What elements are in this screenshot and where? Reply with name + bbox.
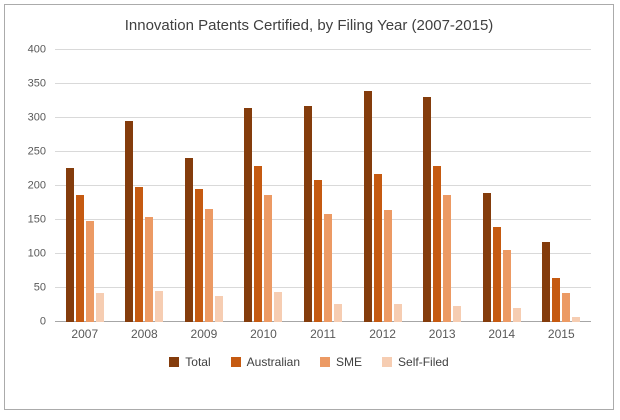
y-tick-label: 300 bbox=[27, 111, 46, 124]
bar-sme-2013 bbox=[443, 194, 452, 322]
x-axis-line bbox=[55, 321, 591, 322]
legend-swatch bbox=[169, 357, 180, 367]
x-tick-label: 2011 bbox=[310, 327, 336, 341]
legend-swatch bbox=[382, 357, 393, 367]
bar-total-2014 bbox=[482, 193, 491, 322]
gridline bbox=[55, 49, 591, 50]
bar-total-2011 bbox=[304, 106, 313, 322]
bar-australian-2008 bbox=[135, 187, 144, 322]
x-tick-label: 2008 bbox=[130, 327, 158, 341]
bar-sme-2009 bbox=[204, 209, 213, 322]
bar-self-filed-2014 bbox=[512, 307, 521, 322]
bar-group-2015 bbox=[532, 50, 592, 322]
bar-sme-2015 bbox=[562, 292, 571, 322]
bar-groups bbox=[55, 50, 591, 322]
legend-item-total: Total bbox=[169, 355, 211, 369]
bar-group-2013 bbox=[412, 50, 472, 322]
bar-self-filed-2007 bbox=[95, 292, 104, 322]
x-tick-label: 2015 bbox=[547, 327, 575, 341]
bar-australian-2015 bbox=[552, 278, 561, 322]
legend-label: Total bbox=[185, 355, 211, 369]
y-tick-label: 50 bbox=[33, 281, 46, 294]
gridline bbox=[55, 117, 591, 118]
legend-label: Self-Filed bbox=[398, 355, 449, 369]
bar-australian-2011 bbox=[314, 179, 323, 322]
y-tick-label: 350 bbox=[27, 77, 46, 90]
bar-total-2013 bbox=[423, 96, 432, 322]
bar-sme-2010 bbox=[264, 194, 273, 322]
legend-swatch bbox=[320, 357, 331, 367]
legend-item-australian: Australian bbox=[230, 355, 301, 369]
x-tick-label: 2013 bbox=[428, 327, 456, 341]
bar-self-filed-2012 bbox=[393, 304, 402, 322]
bar-self-filed-2015 bbox=[572, 316, 581, 322]
bar-total-2010 bbox=[244, 108, 253, 322]
chart-title: Innovation Patents Certified, by Filing … bbox=[124, 17, 494, 34]
gridline bbox=[55, 253, 591, 254]
bar-self-filed-2010 bbox=[274, 292, 283, 322]
bar-group-2011 bbox=[293, 50, 353, 322]
legend-item-sme: SME bbox=[320, 355, 362, 369]
bar-sme-2011 bbox=[324, 213, 333, 322]
legend-swatch bbox=[230, 357, 241, 367]
bar-group-2007 bbox=[55, 50, 115, 322]
x-tick-label: 2014 bbox=[488, 327, 516, 341]
legend-item-self-filed: Self-Filed bbox=[382, 355, 449, 369]
bar-total-2015 bbox=[542, 241, 551, 322]
legend-label: Australian bbox=[246, 355, 301, 369]
x-tick-label: 2010 bbox=[250, 327, 277, 341]
y-tick-label: 0 bbox=[39, 315, 46, 328]
gridline bbox=[55, 83, 591, 84]
y-tick-label: 200 bbox=[27, 179, 46, 192]
gridline bbox=[55, 219, 591, 220]
bar-sme-2007 bbox=[85, 221, 94, 322]
gridline bbox=[55, 151, 591, 152]
y-tick-label: 400 bbox=[27, 43, 46, 56]
x-axis-labels: 2007 2008 2009 2010 2011 2012 2013 2014 2015 bbox=[55, 327, 591, 341]
bar-sme-2012 bbox=[383, 210, 392, 322]
bar-group-2012 bbox=[353, 50, 413, 322]
bar-sme-2014 bbox=[502, 249, 511, 322]
bar-self-filed-2008 bbox=[155, 291, 164, 322]
x-tick-label: 2012 bbox=[369, 327, 396, 341]
legend-label: SME bbox=[336, 355, 363, 369]
plot-area: 0 50 100 150 200 250 300 350 400 bbox=[28, 44, 591, 327]
bar-total-2009 bbox=[184, 158, 193, 322]
bar-australian-2009 bbox=[194, 188, 203, 322]
x-tick-label: 2009 bbox=[190, 327, 218, 341]
bar-australian-2013 bbox=[433, 166, 442, 322]
bar-chart: Innovation Patents Certified, by Filing … bbox=[4, 4, 614, 410]
bar-sme-2008 bbox=[145, 216, 154, 322]
bar-self-filed-2009 bbox=[214, 296, 223, 322]
y-tick-label: 250 bbox=[27, 145, 46, 158]
bar-group-2014 bbox=[472, 50, 532, 322]
legend: Total Australian SME Self-Filed bbox=[5, 355, 613, 369]
y-tick-label: 100 bbox=[27, 247, 46, 260]
y-tick-label: 150 bbox=[27, 213, 46, 226]
bar-australian-2012 bbox=[373, 173, 382, 322]
gridline bbox=[55, 287, 591, 288]
bar-total-2012 bbox=[363, 91, 372, 322]
bar-australian-2010 bbox=[254, 165, 263, 322]
bar-group-2009 bbox=[174, 50, 234, 322]
bar-total-2007 bbox=[65, 167, 74, 322]
x-tick-label: 2007 bbox=[71, 327, 99, 341]
gridline bbox=[55, 185, 591, 186]
bar-group-2010 bbox=[234, 50, 294, 322]
bar-australian-2014 bbox=[492, 227, 501, 322]
bar-self-filed-2011 bbox=[334, 303, 343, 322]
bar-australian-2007 bbox=[75, 194, 84, 322]
bar-self-filed-2013 bbox=[453, 305, 462, 322]
bar-group-2008 bbox=[115, 50, 175, 322]
bar-total-2008 bbox=[125, 121, 134, 322]
